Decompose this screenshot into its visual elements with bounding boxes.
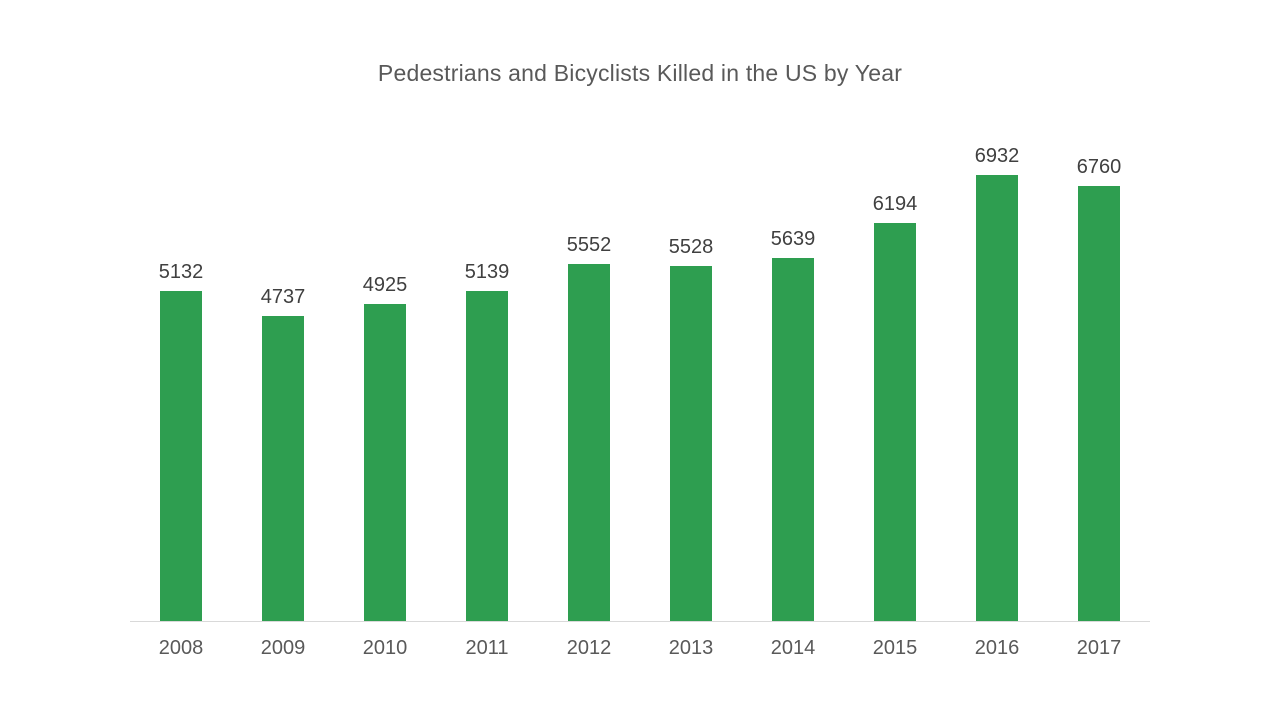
x-axis-tick-label: 2013 bbox=[668, 637, 714, 659]
bar-group: 6932 bbox=[946, 100, 1048, 621]
bar-group: 5528 bbox=[640, 100, 742, 621]
x-axis-tick-label: 2014 bbox=[770, 637, 816, 659]
bar-value-label: 6194 bbox=[872, 193, 918, 215]
bar bbox=[466, 291, 508, 621]
x-axis-tick-label: 2012 bbox=[566, 637, 612, 659]
bar-value-label: 5552 bbox=[566, 234, 612, 256]
bar-group: 5639 bbox=[742, 100, 844, 621]
bar bbox=[874, 223, 916, 621]
bar bbox=[772, 258, 814, 621]
bar-value-label: 4737 bbox=[260, 286, 306, 308]
bar-value-label: 4925 bbox=[362, 274, 408, 296]
bar bbox=[1078, 186, 1120, 621]
bar-value-label: 5528 bbox=[668, 236, 714, 258]
bar-value-label: 5132 bbox=[158, 261, 204, 283]
bars-row: 5132 4737 4925 5139 5552 5528 5639 6194 6932 6760 bbox=[130, 100, 1150, 622]
bar-group: 6194 bbox=[844, 100, 946, 621]
bar bbox=[976, 175, 1018, 621]
x-axis-labels: 2008 2009 2010 2011 2012 2013 2014 2015 2016 2017 bbox=[130, 637, 1150, 660]
bar-group: 5139 bbox=[436, 100, 538, 621]
x-axis-tick-label: 2009 bbox=[260, 637, 306, 659]
x-axis-tick-label: 2008 bbox=[158, 637, 204, 659]
x-axis-tick-label: 2010 bbox=[362, 637, 408, 659]
x-axis-tick-label: 2017 bbox=[1076, 637, 1122, 659]
bar-group: 4925 bbox=[334, 100, 436, 621]
bar bbox=[262, 316, 304, 621]
bar bbox=[160, 291, 202, 621]
bar bbox=[364, 304, 406, 621]
bar bbox=[568, 264, 610, 621]
chart-title: Pedestrians and Bicyclists Killed in the… bbox=[377, 60, 903, 86]
bar-value-label: 6932 bbox=[974, 145, 1020, 167]
bar-group: 5552 bbox=[538, 100, 640, 621]
bar-group: 6760 bbox=[1048, 100, 1150, 621]
bar-group: 5132 bbox=[130, 100, 232, 621]
bar-value-label: 5639 bbox=[770, 228, 816, 250]
plot-area: 5132 4737 4925 5139 5552 5528 5639 6194 6932 6760 bbox=[130, 100, 1150, 622]
x-axis-tick-label: 2016 bbox=[974, 637, 1020, 659]
bar-group: 4737 bbox=[232, 100, 334, 621]
bar bbox=[670, 266, 712, 621]
x-axis-tick-label: 2015 bbox=[872, 637, 918, 659]
bar-value-label: 5139 bbox=[464, 261, 510, 283]
x-axis-tick-label: 2011 bbox=[465, 637, 509, 659]
bar-value-label: 6760 bbox=[1076, 156, 1122, 178]
